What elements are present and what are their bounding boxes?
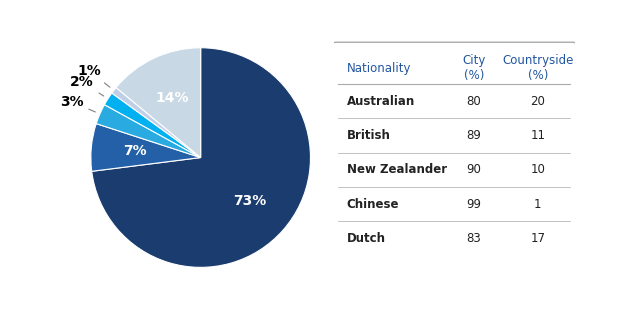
Text: 2%: 2%	[70, 75, 104, 96]
Wedge shape	[91, 124, 201, 171]
Text: 20: 20	[530, 95, 545, 108]
Text: City
(%): City (%)	[463, 54, 486, 82]
Text: 7%: 7%	[123, 144, 147, 158]
Text: 90: 90	[466, 163, 481, 176]
Text: 14%: 14%	[156, 91, 189, 105]
Wedge shape	[92, 48, 311, 267]
Wedge shape	[104, 93, 201, 158]
Text: Australian: Australian	[347, 95, 415, 108]
Text: 80: 80	[466, 95, 481, 108]
Wedge shape	[96, 105, 201, 158]
Text: 3%: 3%	[60, 95, 95, 112]
Text: 83: 83	[466, 232, 481, 245]
Text: 10: 10	[530, 163, 545, 176]
Text: 89: 89	[466, 129, 481, 142]
Text: New Zealander: New Zealander	[347, 163, 447, 176]
Wedge shape	[116, 48, 201, 158]
FancyBboxPatch shape	[331, 42, 578, 280]
Text: 17: 17	[530, 232, 545, 245]
Text: 1%: 1%	[78, 64, 110, 87]
Text: British: British	[347, 129, 390, 142]
Text: 1: 1	[534, 197, 541, 211]
Text: 11: 11	[530, 129, 545, 142]
Text: Countryside
(%): Countryside (%)	[502, 54, 573, 82]
Text: Dutch: Dutch	[347, 232, 386, 245]
Text: 73%: 73%	[233, 194, 266, 208]
Text: Nationality: Nationality	[347, 62, 412, 75]
Text: 99: 99	[466, 197, 482, 211]
Text: Chinese: Chinese	[347, 197, 399, 211]
Wedge shape	[112, 88, 201, 158]
